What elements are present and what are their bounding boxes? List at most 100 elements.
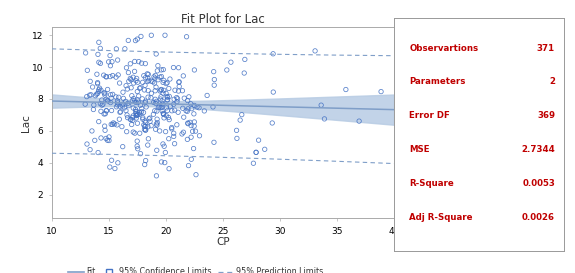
Point: [200, 109, 209, 113]
Point: [155, 75, 164, 79]
Point: [232, 128, 241, 133]
Point: [164, 86, 174, 91]
Point: [113, 103, 122, 107]
Point: [131, 109, 140, 114]
Point: [101, 112, 110, 116]
Point: [185, 120, 194, 124]
Point: [106, 93, 115, 97]
Point: [105, 138, 114, 143]
Point: [164, 94, 174, 99]
Point: [108, 122, 117, 127]
Point: [147, 124, 156, 128]
Point: [254, 138, 263, 142]
Point: [137, 109, 146, 114]
Point: [120, 47, 129, 51]
Point: [93, 81, 102, 85]
Point: [102, 97, 111, 102]
Point: [117, 124, 126, 129]
Point: [118, 144, 127, 149]
Point: [97, 103, 106, 107]
Point: [193, 105, 202, 109]
Point: [209, 140, 218, 144]
Point: [178, 132, 187, 136]
Point: [87, 129, 97, 133]
Point: [158, 99, 167, 103]
Point: [161, 150, 170, 155]
Point: [194, 106, 204, 110]
Point: [81, 51, 90, 55]
Point: [133, 98, 142, 102]
Point: [100, 124, 109, 128]
Text: 369: 369: [537, 111, 555, 120]
Point: [152, 122, 161, 126]
Point: [155, 89, 164, 93]
Text: 2: 2: [549, 78, 555, 87]
Point: [132, 116, 141, 120]
Point: [150, 81, 159, 85]
Point: [126, 62, 135, 66]
Point: [179, 96, 189, 100]
Point: [251, 150, 260, 155]
Point: [124, 70, 133, 75]
Point: [151, 97, 160, 102]
Point: [162, 114, 171, 118]
Point: [132, 76, 141, 81]
Point: [143, 143, 152, 147]
Point: [155, 129, 164, 133]
Point: [154, 78, 163, 82]
Point: [159, 102, 168, 106]
Point: [210, 77, 219, 82]
Point: [140, 127, 149, 132]
Point: [102, 109, 111, 113]
Point: [162, 81, 171, 86]
Point: [158, 142, 167, 146]
Point: [169, 134, 178, 139]
Point: [103, 98, 112, 103]
Point: [112, 123, 121, 127]
Point: [175, 80, 184, 84]
Point: [140, 162, 150, 167]
Point: [129, 75, 138, 79]
Point: [106, 100, 115, 105]
Point: [132, 113, 141, 117]
Point: [93, 91, 102, 96]
Point: [140, 100, 150, 105]
Point: [132, 109, 141, 114]
Point: [132, 113, 141, 117]
Point: [174, 89, 183, 93]
Point: [131, 79, 140, 83]
Point: [141, 124, 150, 129]
Point: [163, 81, 172, 85]
Point: [129, 81, 138, 85]
Point: [164, 136, 173, 141]
Point: [110, 166, 120, 171]
Point: [179, 74, 188, 78]
Point: [146, 96, 155, 100]
Point: [159, 116, 168, 120]
Point: [167, 127, 177, 131]
Text: 371: 371: [537, 44, 555, 53]
Point: [183, 109, 192, 114]
Point: [91, 94, 100, 98]
Point: [169, 131, 178, 135]
Point: [269, 90, 278, 94]
Point: [153, 69, 162, 73]
Point: [173, 97, 182, 101]
Point: [94, 40, 103, 44]
Point: [89, 107, 98, 112]
Point: [178, 106, 187, 111]
Point: [132, 144, 141, 148]
Point: [190, 68, 199, 72]
Text: 2.7344: 2.7344: [522, 145, 555, 154]
Point: [144, 136, 153, 141]
Point: [130, 98, 139, 103]
Point: [147, 33, 156, 37]
Point: [160, 33, 170, 37]
Point: [85, 93, 94, 97]
Point: [107, 108, 116, 113]
Text: MSE: MSE: [409, 145, 430, 154]
Point: [141, 105, 151, 109]
Point: [159, 112, 168, 116]
Point: [355, 119, 364, 123]
Point: [114, 73, 123, 77]
